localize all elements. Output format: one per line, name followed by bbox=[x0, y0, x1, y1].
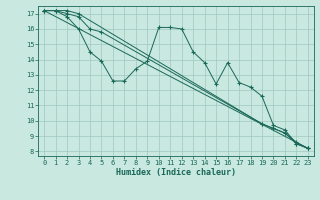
X-axis label: Humidex (Indice chaleur): Humidex (Indice chaleur) bbox=[116, 168, 236, 177]
